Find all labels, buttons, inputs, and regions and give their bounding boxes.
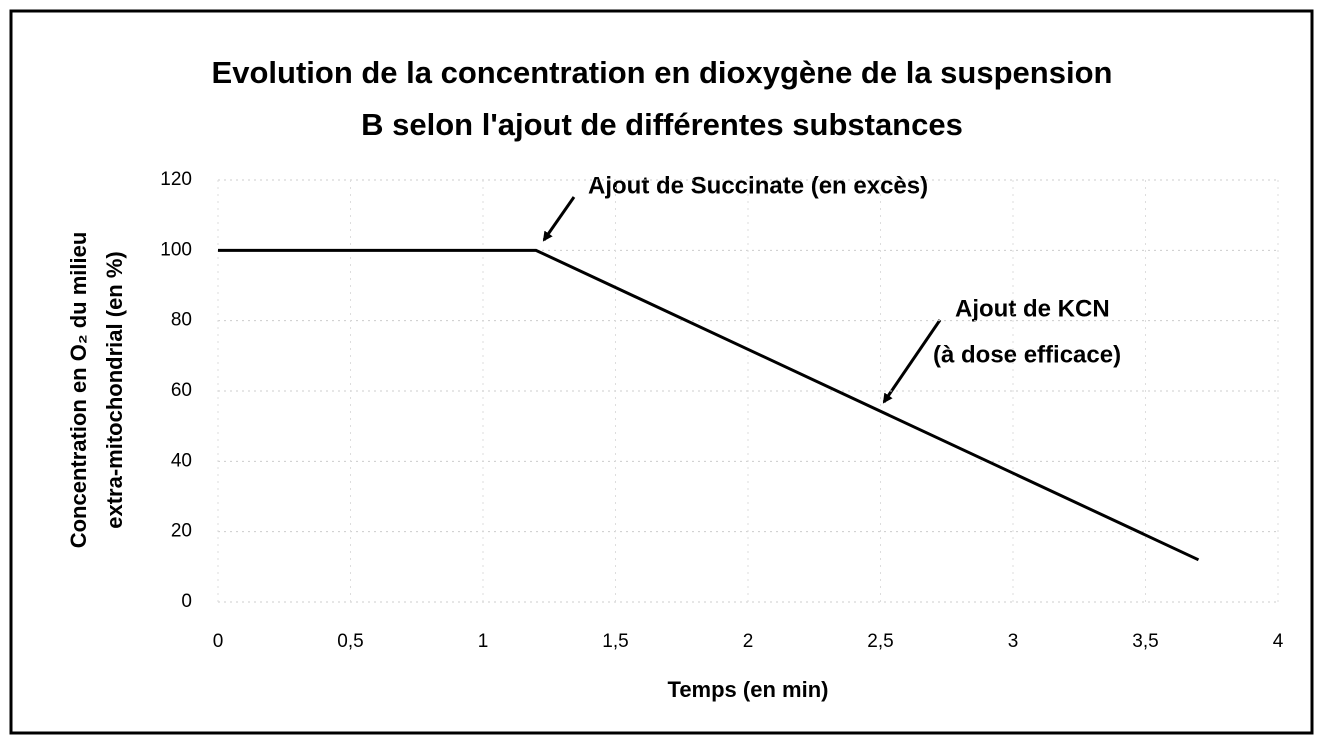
x-tick-label: 3 [1008, 631, 1019, 652]
y-tick-label: 120 [160, 169, 192, 190]
x-tick-label: 1 [478, 631, 489, 652]
x-tick-label: 2 [743, 631, 754, 652]
x-axis-label: Temps (en min) [668, 677, 829, 702]
chart-title: Evolution de la concentration en dioxygè… [212, 55, 1113, 90]
y-tick-label: 20 [171, 521, 192, 542]
x-tick-label: 0 [213, 631, 224, 652]
annotation: Ajout de KCN [955, 295, 1110, 322]
data-line [218, 248, 1200, 562]
x-tick-label: 3,5 [1132, 631, 1158, 652]
annotation-arrow [882, 319, 942, 404]
annotation-arrow [542, 196, 576, 242]
x-tick-label: 2,5 [867, 631, 893, 652]
chart-title: B selon l'ajout de différentes substance… [361, 107, 963, 142]
frame [9, 9, 1314, 735]
y-tick-label: 40 [171, 450, 192, 471]
y-tick-label: 80 [171, 310, 192, 331]
x-tick-label: 4 [1273, 631, 1284, 652]
x-tick-label: 0,5 [337, 631, 363, 652]
y-tick-label: 100 [160, 239, 192, 260]
annotation: Ajout de Succinate (en excès) [588, 172, 928, 199]
annotation: (à dose efficace) [933, 341, 1121, 368]
x-tick-label: 1,5 [602, 631, 628, 652]
y-tick-label: 60 [171, 380, 192, 401]
y-axis-label: extra-mitochondrial (en %) [102, 251, 127, 528]
y-tick-label: 0 [181, 591, 192, 612]
y-axis-label: Concentration en O₂ du milieu [66, 232, 91, 549]
